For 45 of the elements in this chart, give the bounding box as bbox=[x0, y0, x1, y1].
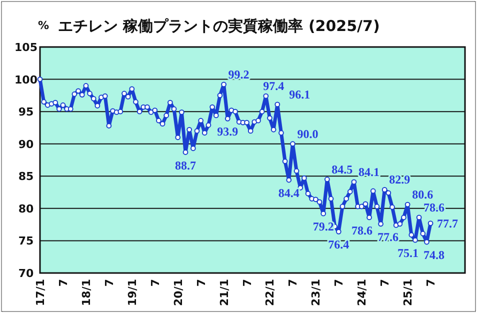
y-tick-label: 80 bbox=[18, 202, 34, 216]
data-label: 76.4 bbox=[328, 238, 350, 252]
data-label: 79.2 bbox=[312, 220, 334, 234]
x-tick-label: 24/1 bbox=[356, 279, 369, 306]
x-tick-label: 21/1 bbox=[218, 279, 231, 306]
x-tick-label: 7 bbox=[56, 279, 70, 287]
x-tick-label: 22/1 bbox=[264, 279, 277, 306]
data-label: 84.5 bbox=[332, 162, 353, 176]
data-label: 88.7 bbox=[174, 158, 196, 172]
x-tick-label: 7 bbox=[194, 279, 208, 287]
data-label: 99.2 bbox=[228, 67, 250, 82]
x-tick-label: 18/1 bbox=[80, 279, 93, 306]
y-tick-label: 90 bbox=[18, 138, 34, 151]
x-tick-label: 20/1 bbox=[172, 279, 185, 306]
x-tick-label: 7 bbox=[424, 279, 438, 287]
data-label: 77.7 bbox=[437, 216, 458, 230]
data-label: 74.8 bbox=[423, 248, 444, 262]
x-tick-label: 7 bbox=[332, 279, 346, 287]
data-label: 84.4 bbox=[278, 186, 300, 200]
y-tick-label: 95 bbox=[18, 106, 34, 119]
x-tick-label: 7 bbox=[286, 279, 300, 287]
data-label: 78.6 bbox=[352, 223, 373, 238]
data-label: 93.9 bbox=[217, 124, 238, 139]
y-tick-label: 70 bbox=[18, 267, 34, 280]
x-tick-label: 7 bbox=[378, 279, 392, 287]
x-tick-label: 23/1 bbox=[310, 279, 323, 306]
x-tick-label: 25/1 bbox=[402, 279, 415, 306]
data-label: 80.6 bbox=[412, 188, 434, 202]
data-label: 75.1 bbox=[397, 246, 418, 260]
data-label: 96.1 bbox=[289, 87, 310, 102]
data-label: 97.4 bbox=[263, 79, 284, 94]
y-axis-title: % bbox=[38, 19, 50, 32]
y-tick-label: 105 bbox=[14, 41, 38, 54]
y-tick-label: 100 bbox=[14, 73, 38, 86]
x-tick-label: 7 bbox=[240, 279, 254, 287]
data-label: 82.9 bbox=[389, 172, 410, 187]
y-tick-label: 75 bbox=[18, 234, 34, 248]
data-label: 84.1 bbox=[358, 164, 380, 179]
x-tick-label: 7 bbox=[148, 279, 162, 287]
chart-title: エチレン 稼働プラントの実質稼働率 (2025/7) bbox=[58, 17, 380, 35]
y-tick-label: 85 bbox=[18, 170, 34, 184]
x-tick-label: 17/1 bbox=[34, 279, 47, 306]
x-tick-label: 7 bbox=[102, 279, 116, 287]
x-tick-label: 19/1 bbox=[126, 279, 139, 306]
data-label: 90.0 bbox=[297, 126, 318, 141]
